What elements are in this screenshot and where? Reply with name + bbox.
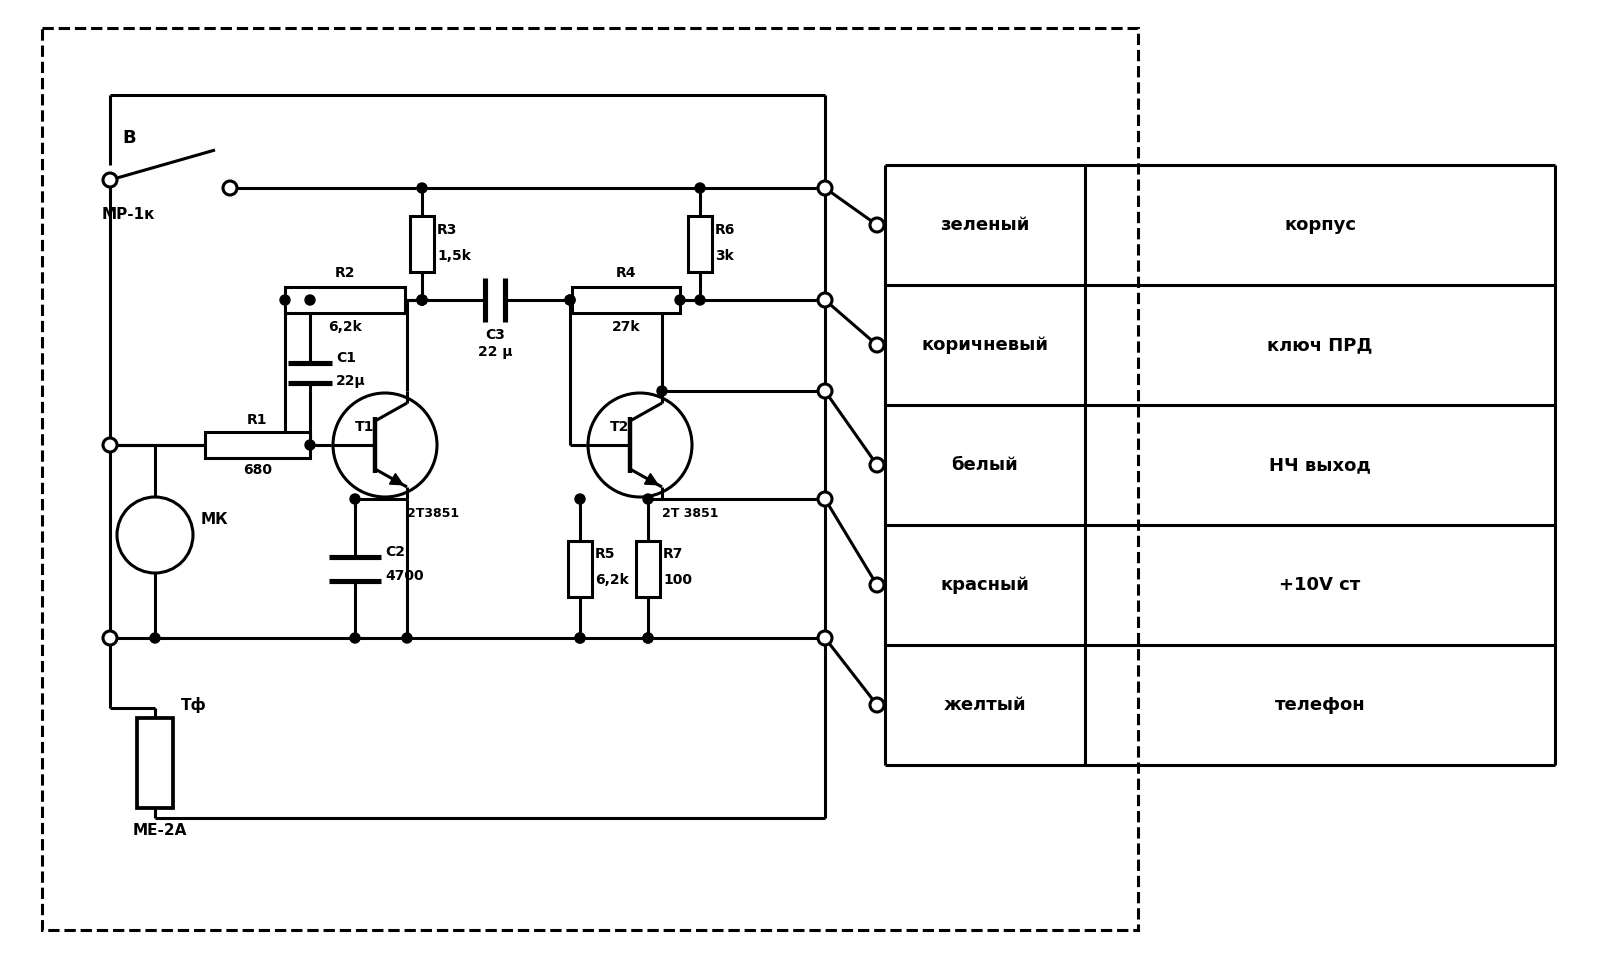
Text: НЧ выход: НЧ выход [1269,456,1371,474]
Text: В: В [122,129,136,147]
Text: 4700: 4700 [386,569,424,584]
Circle shape [222,181,237,195]
Text: 100: 100 [662,573,691,588]
Circle shape [819,295,830,305]
Circle shape [102,438,117,452]
Circle shape [870,698,883,712]
Circle shape [280,295,290,305]
Text: телефон: телефон [1275,696,1365,714]
Circle shape [565,295,574,305]
Text: Тф: Тф [181,697,206,713]
Circle shape [643,494,653,504]
Circle shape [675,295,685,305]
Text: R2: R2 [334,266,355,280]
Text: R3: R3 [437,223,458,237]
Text: R5: R5 [595,547,616,562]
Bar [688,216,712,272]
Circle shape [418,295,427,305]
Circle shape [418,295,427,305]
Text: ключ ПРД: ключ ПРД [1267,336,1373,354]
Circle shape [102,631,117,645]
Circle shape [418,295,427,305]
Circle shape [694,183,706,193]
Circle shape [658,386,667,396]
Bar [637,541,661,596]
Circle shape [350,633,360,643]
Bar [285,287,405,313]
Polygon shape [389,474,403,484]
Text: T2: T2 [610,420,630,434]
Bar [42,28,1138,930]
Circle shape [306,440,315,450]
Circle shape [418,183,427,193]
Bar [205,432,310,458]
Text: белый: белый [952,456,1018,474]
Bar [410,216,434,272]
Text: красный: красный [941,576,1029,594]
Text: C3: C3 [485,328,506,342]
Circle shape [350,494,360,504]
Circle shape [870,218,883,232]
Text: 22μ: 22μ [336,373,366,388]
Bar [573,287,680,313]
Circle shape [643,633,653,643]
Circle shape [565,295,574,305]
Circle shape [402,633,413,643]
Text: МК: МК [202,513,229,527]
Circle shape [818,631,832,645]
Circle shape [870,458,883,472]
Circle shape [574,633,586,643]
Text: 6,2k: 6,2k [328,320,362,334]
Circle shape [819,494,830,504]
Text: 6,2k: 6,2k [595,573,629,588]
Circle shape [870,578,883,592]
Text: 22 μ: 22 μ [478,345,512,359]
Text: МЕ-2А: МЕ-2А [133,823,187,838]
Text: R6: R6 [715,223,736,237]
Circle shape [574,633,586,643]
Circle shape [694,295,706,305]
Circle shape [818,181,832,195]
Text: желтый: желтый [944,696,1026,714]
Bar [568,541,592,596]
Text: 27k: 27k [611,320,640,334]
Circle shape [818,492,832,506]
Text: корпус: корпус [1283,216,1357,234]
Text: R7: R7 [662,547,683,562]
Text: 680: 680 [243,463,272,477]
Circle shape [102,173,117,187]
Circle shape [106,633,115,643]
Text: 2T3851: 2T3851 [406,507,459,520]
Text: зеленый: зеленый [941,216,1030,234]
Text: C2: C2 [386,545,405,560]
Bar [138,718,173,808]
Polygon shape [645,474,658,484]
Text: C1: C1 [336,351,355,366]
Circle shape [818,293,832,307]
Circle shape [306,295,315,305]
Text: +10V ст: +10V ст [1280,576,1360,594]
Text: МР-1к: МР-1к [102,207,155,222]
Text: R1: R1 [248,413,267,427]
Text: T1: T1 [355,420,374,434]
Text: коричневый: коричневый [922,336,1048,354]
Circle shape [643,633,653,643]
Text: 3k: 3k [715,249,734,263]
Text: R4: R4 [616,266,637,280]
Circle shape [870,338,883,352]
Circle shape [150,633,160,643]
Text: 1,5k: 1,5k [437,249,470,263]
Circle shape [818,384,832,398]
Circle shape [574,494,586,504]
Text: 2T 3851: 2T 3851 [662,507,718,520]
